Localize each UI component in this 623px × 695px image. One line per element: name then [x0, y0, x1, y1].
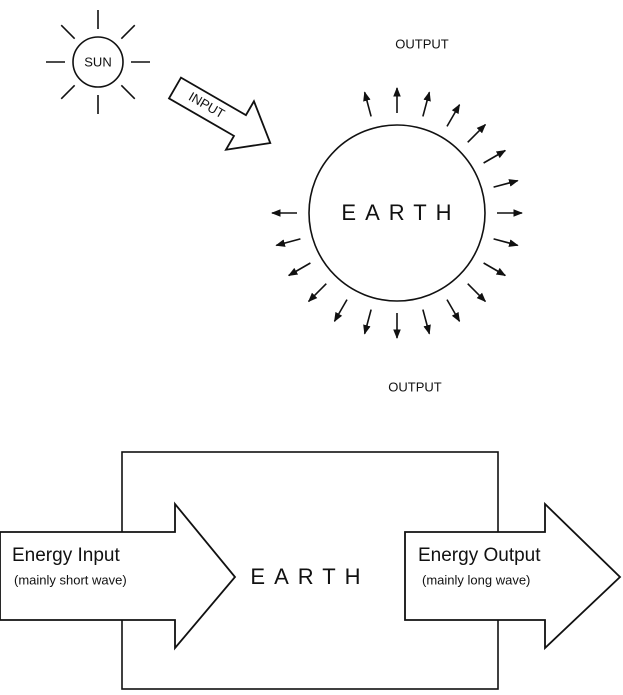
output-ray — [493, 238, 519, 247]
sun-ray — [60, 24, 76, 40]
sun-ray — [60, 84, 76, 100]
energy-input-arrow — [0, 501, 237, 651]
output-ray — [467, 123, 487, 143]
output-ray — [422, 91, 431, 117]
output-label-bottom: OUTPUT — [388, 379, 442, 394]
output-ray — [483, 262, 507, 277]
output-ray — [363, 309, 372, 335]
sun-ray — [120, 84, 136, 100]
output-ray — [467, 283, 487, 303]
energy-input-note: (mainly short wave) — [14, 572, 127, 587]
output-ray — [275, 238, 301, 247]
energy-output-title: Energy Output — [418, 545, 541, 566]
output-ray — [422, 309, 431, 335]
energy-output-arrow — [404, 501, 622, 651]
energy-output-note: (mainly long wave) — [422, 572, 530, 587]
sun: SUN — [46, 10, 150, 114]
output-ray — [446, 103, 461, 127]
input-arrow: INPUT — [167, 76, 272, 151]
output-ray — [363, 91, 372, 117]
output-ray — [483, 149, 507, 164]
energy-input-title: Energy Input — [12, 545, 120, 566]
sun-label: SUN — [84, 54, 111, 69]
earth-circle — [308, 124, 486, 302]
output-arrows — [271, 87, 523, 339]
sun-ray — [120, 24, 136, 40]
output-ray — [333, 299, 348, 323]
output-ray — [307, 283, 327, 303]
earth-box-label: EARTH — [250, 564, 369, 589]
output-ray — [287, 262, 311, 277]
earth-label: EARTH — [341, 200, 460, 225]
output-label-top: OUTPUT — [395, 36, 449, 51]
output-ray — [493, 179, 519, 188]
output-ray — [446, 299, 461, 323]
